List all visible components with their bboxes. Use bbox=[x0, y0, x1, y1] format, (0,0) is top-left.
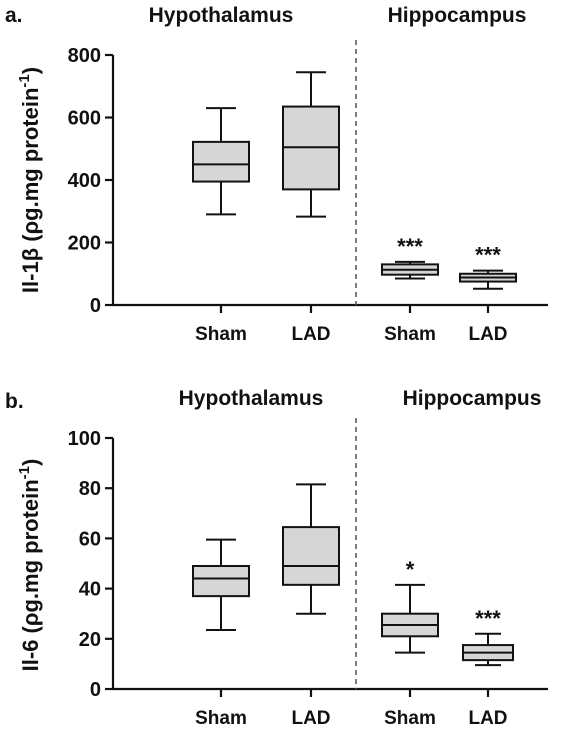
significance-marker: *** bbox=[475, 606, 501, 631]
x-tick-label-sham: Sham bbox=[195, 708, 247, 729]
box-hippocampus-lad: *** bbox=[462, 606, 514, 667]
panel-label: b. bbox=[5, 390, 24, 413]
group-label-hippocampus: Hippocampus bbox=[403, 387, 542, 410]
significance-marker: *** bbox=[397, 234, 423, 259]
iqr-box bbox=[282, 526, 340, 586]
group-label-hypothalamus: Hypothalamus bbox=[149, 4, 294, 27]
y-tick-label: 200 bbox=[68, 233, 101, 255]
y-tick-label: 400 bbox=[68, 170, 101, 192]
y-tick-label: 0 bbox=[90, 679, 101, 701]
box-hypothalamus-sham bbox=[192, 107, 250, 216]
x-tick-label-lad: LAD bbox=[468, 324, 507, 345]
iqr-box bbox=[192, 140, 250, 183]
box-hypothalamus-lad bbox=[282, 483, 340, 615]
significance-marker: *** bbox=[475, 243, 501, 268]
x-tick-label-lad: LAD bbox=[291, 708, 330, 729]
y-axis-label: Il-1β (ρg.mg protein-1) bbox=[16, 67, 43, 293]
box-hippocampus-sham: * bbox=[381, 557, 439, 654]
y-axis-label-main: Il-6 (ρg.mg protein bbox=[18, 479, 43, 671]
x-tick-label-lad: LAD bbox=[468, 708, 507, 729]
y-tick-label: 40 bbox=[79, 579, 101, 601]
y-tick-label: 100 bbox=[68, 428, 101, 450]
x-tick-label-lad: LAD bbox=[291, 324, 330, 345]
y-axis-label-main: Il-1β (ρg.mg protein bbox=[18, 88, 43, 293]
y-tick-label: 20 bbox=[79, 629, 101, 651]
x-tick-label-sham: Sham bbox=[384, 708, 436, 729]
panel-b: b. Hypothalamus Hippocampus 0 20 40 60 80 100 Sha… bbox=[5, 387, 548, 729]
box-hippocampus-lad: *** bbox=[459, 243, 517, 290]
y-tick-label: 80 bbox=[79, 478, 101, 500]
y-axis-label-close: ) bbox=[18, 67, 43, 74]
iqr-box bbox=[192, 565, 250, 598]
significance-marker: * bbox=[406, 557, 415, 582]
group-label-hypothalamus: Hypothalamus bbox=[179, 387, 324, 410]
y-axis-label-sup: -1 bbox=[16, 466, 33, 479]
y-axis-label-close: ) bbox=[18, 459, 43, 466]
box-hippocampus-sham: *** bbox=[381, 234, 439, 280]
x-tick-label-sham: Sham bbox=[384, 324, 436, 345]
x-tick-label-sham: Sham bbox=[195, 324, 247, 345]
box-hypothalamus-lad bbox=[282, 71, 340, 218]
panel-a: a. Hypothalamus Hippocampus 0 200 400 600 800 Sh… bbox=[5, 4, 548, 345]
y-axis-label: Il-6 (ρg.mg protein-1) bbox=[16, 459, 43, 672]
y-tick-label: 60 bbox=[79, 528, 101, 550]
y-tick-label: 800 bbox=[68, 45, 101, 67]
box-hypothalamus-sham bbox=[192, 538, 250, 632]
group-label-hippocampus: Hippocampus bbox=[388, 4, 527, 27]
y-axis-label-sup: -1 bbox=[16, 74, 33, 87]
y-tick-label: 600 bbox=[68, 108, 101, 130]
y-tick-label: 0 bbox=[90, 295, 101, 317]
panel-label: a. bbox=[5, 4, 23, 27]
